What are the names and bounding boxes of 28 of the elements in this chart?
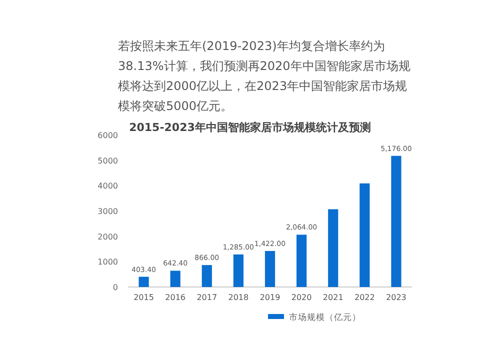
bar xyxy=(264,250,276,287)
x-tick-label: 2021 xyxy=(322,293,344,302)
y-tick-label: 2000 xyxy=(98,232,118,242)
x-tick-label: 2017 xyxy=(196,293,218,302)
y-tick-label: 3000 xyxy=(98,207,118,216)
y-tick-label: 1000 xyxy=(98,258,118,267)
bar xyxy=(328,209,338,287)
text: 若按照未来五年(2019-2023)年均复合增长率约为38.13%计算，我们预测再2020年中国智能家居市场规模将达到2000亿以上，在2023年中国智能家居市场规模将突破5000亿元。 xyxy=(118,38,412,115)
bar xyxy=(202,265,212,287)
y-tick-label: 4000 xyxy=(98,182,118,191)
legend-label: 市场规模（亿元） xyxy=(289,312,361,323)
bar xyxy=(360,183,370,287)
chart-title: 2015-2023年中国智能家居市场规模统计及预测 xyxy=(129,121,371,134)
x-tick-label: 2020 xyxy=(291,293,312,302)
x-tick-label: 2018 xyxy=(228,293,249,302)
bar xyxy=(233,254,244,287)
x-tick-label: 2016 xyxy=(165,293,186,302)
x-tick-label: 2015 xyxy=(134,293,154,302)
x-tick-label: 2019 xyxy=(260,293,280,302)
y-tick-label: 0 xyxy=(112,283,118,292)
bar xyxy=(138,276,149,287)
y-tick-label: 5000 xyxy=(98,156,118,166)
bar xyxy=(391,156,402,287)
bar xyxy=(170,270,180,287)
x-tick-label: 2022 xyxy=(354,293,375,302)
bar xyxy=(296,234,307,287)
x-tick-label: 2023 xyxy=(386,293,406,302)
y-tick-label: 6000 xyxy=(98,131,118,140)
